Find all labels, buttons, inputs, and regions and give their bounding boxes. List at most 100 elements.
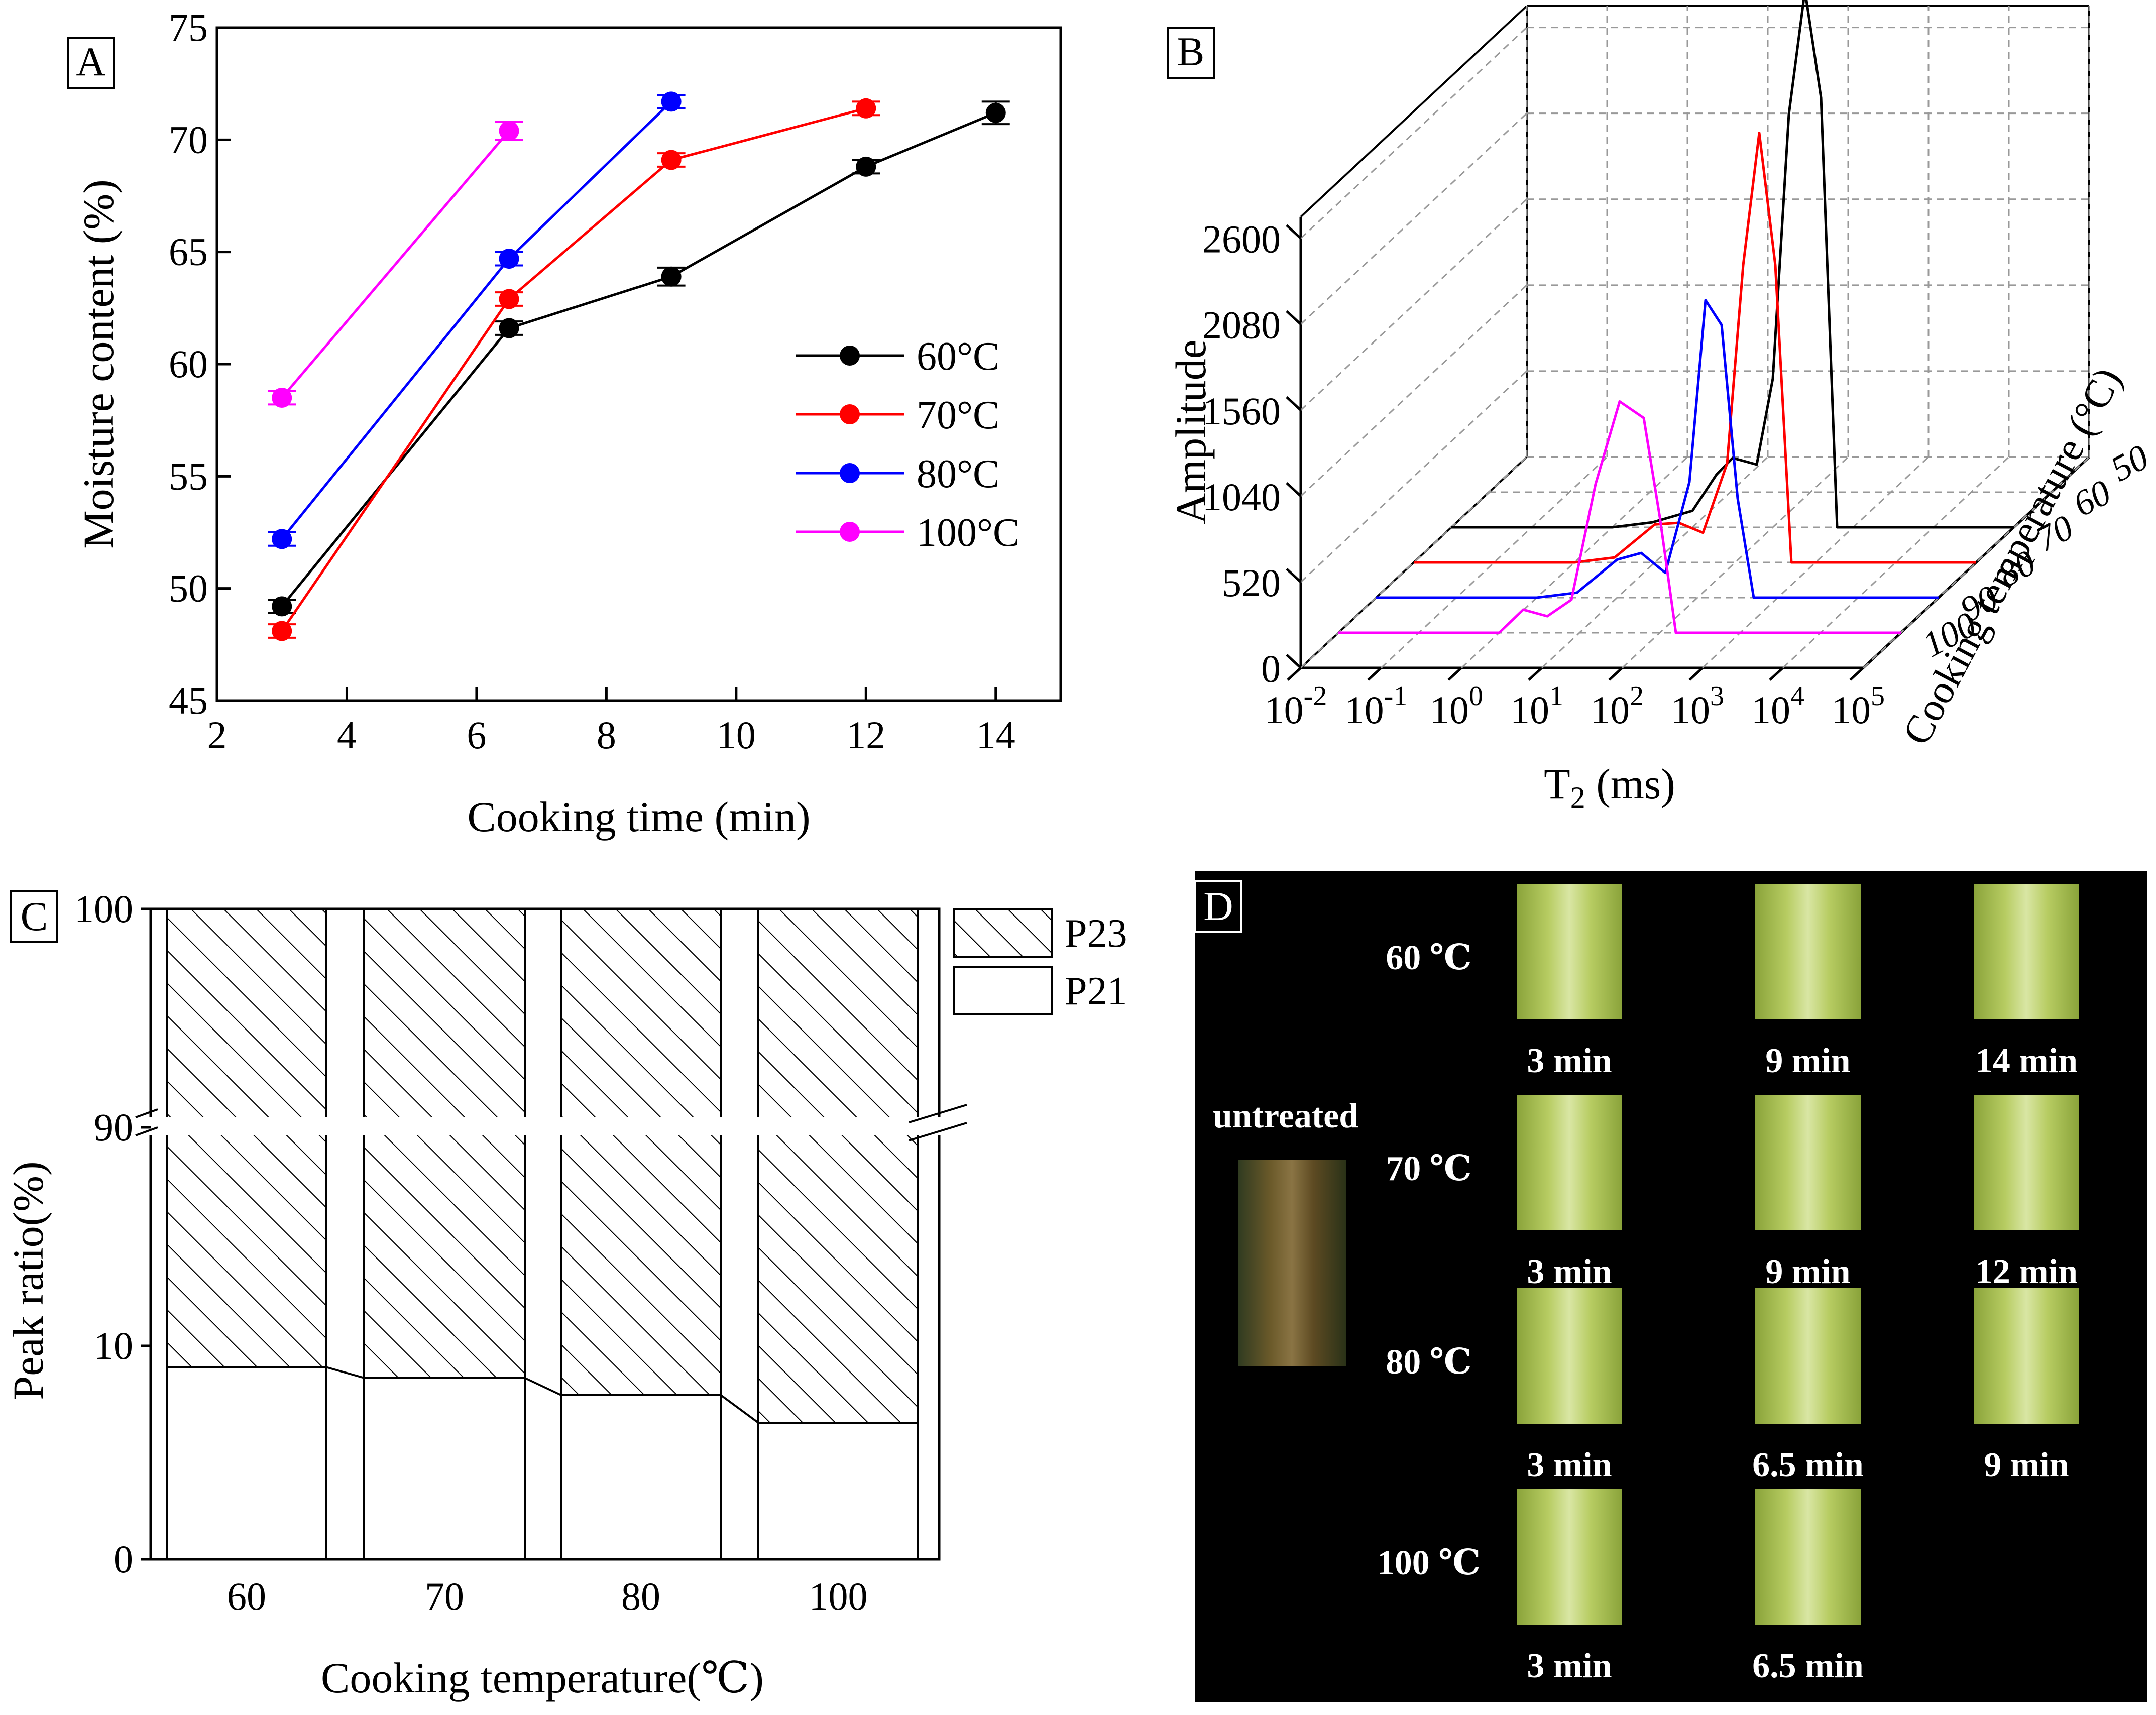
panel-a-x-axis-label: Cooking time (min) [467,792,810,841]
y-tick-label: 1560 [1202,389,1281,433]
series-80°C [268,91,686,549]
x-tick-label: 100 [809,1574,868,1618]
x-tick-exponent: 5 [1871,680,1885,712]
y-tick-label: 0 [1261,647,1281,691]
legend-marker [840,346,860,366]
bar-80: 80 [560,908,722,1618]
bar-60: 60 [166,908,327,1618]
data-point [661,150,682,170]
sample-row: 60 ℃ 3 min 9 min 14 min [1386,884,2079,1080]
x-tick-base: 10 [1832,688,1871,732]
y-tick-label: 2600 [1202,217,1281,261]
x-tick-base: 10 [1265,688,1304,732]
sample-cell: 9 min [1755,1095,1861,1291]
sample-cell: 3 min [1517,884,1622,1080]
x-tick-label: 10 [717,713,756,757]
side-grid-line [1300,27,1528,239]
cooking-time-label: 3 min [1527,1042,1612,1080]
bar-segment-p21 [560,1394,722,1560]
sample-row: 80 ℃ 3 min 6.5 min 9 min [1386,1288,2079,1484]
series-line [281,107,866,632]
side-grid-line [1300,370,1528,583]
x-tick-base: 10 [1345,688,1384,732]
series-70°C [268,98,880,641]
sample-cell: 9 min [1755,884,1861,1080]
cooking-time-label: 3 min [1527,1252,1612,1291]
panel-d-label: D [1203,883,1233,929]
y-tick-mark [1286,310,1302,325]
bar-segment-p23 [363,908,526,1379]
axis-break-mark [909,1104,967,1123]
series-line-70 [1414,132,1976,564]
x-tick-base: 10 [1671,688,1710,732]
x-tick-label: 60 [227,1574,266,1618]
untreated-sample-image [1238,1160,1346,1366]
cooked-sample-image [1755,1288,1861,1424]
y-tick-label: 520 [1222,561,1281,605]
panel-a-label: A [76,39,105,84]
panel-b-x-ticks: 10-2 10-1 100 101 102 103 104 105 [1265,667,1885,732]
bar-segment-p21 [363,1377,526,1560]
connector-line [524,1377,561,1396]
x-tick-exponent: 1 [1549,680,1563,712]
panel-d: D untreated 60 ℃ 3 min 9 min 14 min 70 ℃ 3 min… [1194,871,2147,1702]
y-tick-label: 100 [74,887,133,931]
x-tick-label: 8 [597,713,616,757]
legend-entry: 60°C [917,334,999,379]
data-point [272,388,292,408]
cooked-sample-image [1517,1489,1622,1625]
data-point [272,529,292,549]
legend-entry: 70°C [917,393,999,437]
x-tick-mark [1287,667,1302,681]
series-100°C [268,121,523,408]
x-tick-exponent: 4 [1790,680,1804,712]
cooking-time-label: 3 min [1527,1647,1612,1685]
sample-cell: 12 min [1974,1095,2079,1291]
data-point [661,91,682,112]
panel-b-label-box [1167,27,1215,79]
floor-grid-line [1621,456,1849,669]
sample-cell: 9 min [1974,1288,2079,1484]
panel-c-label-box [10,890,58,943]
data-point [985,102,1006,123]
x-tick-base: 10 [1430,688,1469,732]
x-tick-label: 101 [1510,680,1563,732]
sample-cell: 14 min [1974,884,2079,1080]
x-tick-label: 6 [467,713,486,757]
panel-b-x-axis-label: T2 (ms) [1544,760,1675,814]
bar-segment-p23 [166,908,327,1368]
series-line-60 [1451,0,2014,529]
panel-a-legend: 60°C 70°C 80°C 100°C [796,334,1019,555]
sample-row: 70 ℃ 3 min 9 min 12 min [1386,1095,2079,1291]
series-line-100 [1338,400,1901,634]
y-tick-label: 55 [169,454,208,498]
x-tick-mark [1367,667,1382,681]
x-tick-label: 10-1 [1345,680,1408,732]
axis-break-mark [135,1126,158,1136]
data-point [272,596,292,617]
series-60°C [268,100,1010,617]
x-tick-mark [1528,667,1543,681]
data-point [499,121,519,141]
x-tick-label: 4 [337,713,357,757]
cooked-sample-image [1755,884,1861,1019]
panel-a-label-box [67,37,115,89]
data-point [856,156,876,177]
legend-entry: P21 [1065,969,1127,1013]
x-tick-label: 104 [1751,680,1804,732]
panel-c-plot: 60 70 80 100 0 10 90 100 [74,887,967,1618]
x-tick-base: 10 [1751,688,1790,732]
temperature-label: 80 ℃ [1386,1343,1471,1382]
x-tick-mark [1688,667,1704,681]
temperature-label: 60 ℃ [1386,939,1471,977]
frame-top-left-edge [1300,5,1528,218]
side-grid-line [1300,198,1528,411]
panel-d-label-box [1194,880,1242,933]
sample-row: 100 ℃ 3 min 6.5 min [1377,1489,1864,1685]
x-tick-base: 10 [1510,688,1549,732]
y-tick-label: 60 [169,342,208,386]
y-tick-label: 45 [169,678,208,722]
panel-a-y-ticks: 45 50 55 60 65 70 75 [169,6,231,722]
bar-100: 100 [757,908,919,1618]
